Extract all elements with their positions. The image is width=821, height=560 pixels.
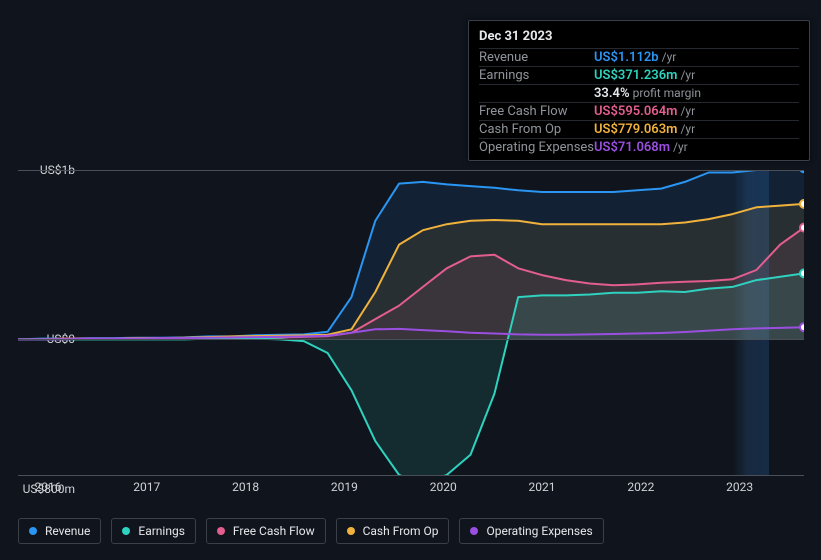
tooltip-row-suffix: /yr xyxy=(662,50,677,64)
tooltip-row-label: Earnings xyxy=(479,68,594,83)
legend-pill-earnings[interactable]: Earnings xyxy=(111,518,196,544)
tooltip-row-profit_margin: 33.4%profit margin xyxy=(479,84,799,102)
x-tick-label: 2021 xyxy=(529,480,556,494)
legend-pill-revenue[interactable]: Revenue xyxy=(18,518,101,544)
x-tick-label: 2023 xyxy=(726,480,753,494)
gridline xyxy=(18,339,804,340)
tooltip-row-suffix: /yr xyxy=(680,104,695,118)
chart-legend: Revenue Earnings Free Cash Flow Cash From O… xyxy=(18,518,604,544)
tooltip-row-suffix: /yr xyxy=(680,68,695,82)
chart-plot-area[interactable] xyxy=(18,170,804,475)
tooltip-row-value: US$595.064m xyxy=(594,104,677,119)
tooltip-row-cash_from_op: Cash From OpUS$779.063m/yr xyxy=(479,120,799,138)
x-tick-label: 2019 xyxy=(331,480,358,494)
legend-dot-icon xyxy=(29,527,37,535)
legend-dot-icon xyxy=(122,527,130,535)
tooltip-row-operating_expenses: Operating ExpensesUS$71.068m/yr xyxy=(479,138,799,156)
legend-pill-cash_from_op[interactable]: Cash From Op xyxy=(336,518,450,544)
financials-chart: Dec 31 2023 RevenueUS$1.112b/yrEarningsU… xyxy=(0,0,821,560)
tooltip-row-value: US$1.112b xyxy=(594,50,659,65)
series-endpoint-free_cash_flow xyxy=(800,224,804,232)
tooltip-row-suffix: profit margin xyxy=(633,86,701,100)
chart-tooltip: Dec 31 2023 RevenueUS$1.112b/yrEarningsU… xyxy=(468,20,810,161)
tooltip-row-free_cash_flow: Free Cash FlowUS$595.064m/yr xyxy=(479,102,799,120)
legend-dot-icon xyxy=(217,527,225,535)
legend-label: Revenue xyxy=(45,524,90,538)
series-endpoint-earnings xyxy=(800,269,804,277)
x-tick-label: 2020 xyxy=(430,480,457,494)
tooltip-row-value: US$779.063m xyxy=(594,122,677,137)
legend-label: Earnings xyxy=(138,524,185,538)
chart-svg xyxy=(18,170,804,475)
legend-pill-operating_expenses[interactable]: Operating Expenses xyxy=(459,518,603,544)
tooltip-row-revenue: RevenueUS$1.112b/yr xyxy=(479,48,799,66)
gridline xyxy=(18,475,804,476)
x-tick-label: 2022 xyxy=(627,480,654,494)
tooltip-row-suffix: /yr xyxy=(673,140,688,154)
series-endpoint-cash_from_op xyxy=(800,200,804,208)
x-tick-label: 2018 xyxy=(232,480,259,494)
x-tick-label: 2016 xyxy=(35,480,62,494)
tooltip-row-label: Cash From Op xyxy=(479,122,594,137)
legend-dot-icon xyxy=(347,527,355,535)
tooltip-row-value: US$371.236m xyxy=(594,68,677,83)
tooltip-row-label: Free Cash Flow xyxy=(479,104,594,119)
tooltip-row-earnings: EarningsUS$371.236m/yr xyxy=(479,66,799,84)
x-tick-label: 2017 xyxy=(133,480,160,494)
series-endpoint-operating_expenses xyxy=(800,323,804,331)
tooltip-row-label: Operating Expenses xyxy=(479,140,594,155)
legend-label: Operating Expenses xyxy=(486,524,592,538)
tooltip-row-value: 33.4% xyxy=(594,86,630,101)
legend-pill-free_cash_flow[interactable]: Free Cash Flow xyxy=(206,518,326,544)
legend-label: Cash From Op xyxy=(363,524,439,538)
tooltip-date: Dec 31 2023 xyxy=(479,27,799,48)
legend-dot-icon xyxy=(470,527,478,535)
legend-label: Free Cash Flow xyxy=(233,524,315,538)
tooltip-row-value: US$71.068m xyxy=(594,140,670,155)
x-axis-ticks: 2016 2017 2018 2019 2020 2021 2022 2023 xyxy=(18,480,804,498)
gridline xyxy=(18,170,804,171)
tooltip-row-suffix: /yr xyxy=(680,122,695,136)
tooltip-row-label: Revenue xyxy=(479,50,594,65)
tooltip-rows: RevenueUS$1.112b/yrEarningsUS$371.236m/y… xyxy=(479,48,799,156)
